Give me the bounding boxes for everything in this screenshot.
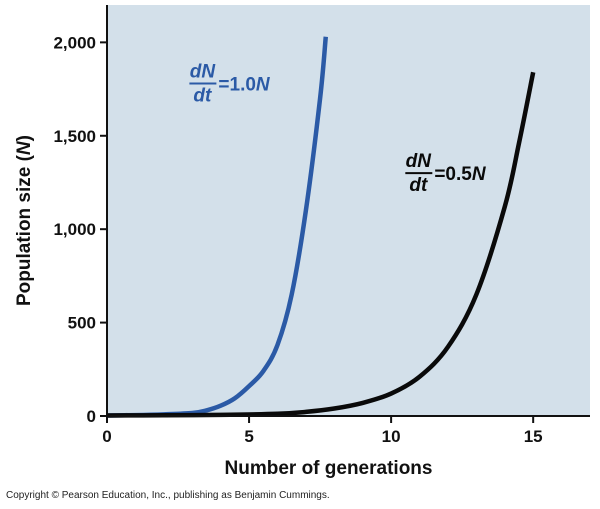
growth-rate-label-1: dN dt =1.0N [189, 61, 271, 106]
x-tick-label: 0 [102, 427, 111, 446]
growth-rate-label-2: dN dt =0.5N [405, 151, 487, 196]
x-axis-title: Number of generations [225, 458, 433, 479]
rate-numerator: dN [190, 61, 217, 82]
y-tick-label: 1,000 [53, 220, 96, 239]
copyright-notice: Copyright © Pearson Education, Inc., pub… [6, 490, 330, 501]
y-axis-title: Population size (N) [14, 135, 35, 306]
rate-denominator: dt [409, 175, 428, 196]
y-tick-label: 2,000 [53, 33, 96, 52]
series-line-2 [106, 71, 536, 418]
x-tick-label: 15 [524, 427, 543, 446]
rate-expression: =1.0N [218, 74, 271, 95]
x-axis-ticks: 0 5 10 15 [102, 416, 543, 446]
rate-expression: =0.5N [434, 164, 487, 185]
x-tick-label: 10 [382, 427, 401, 446]
rate-denominator: dt [193, 85, 212, 106]
y-tick-label: 0 [87, 407, 96, 426]
y-tick-label: 500 [68, 314, 96, 333]
plot-background [107, 5, 590, 416]
y-tick-label: 1,500 [53, 127, 96, 146]
y-axis-ticks: 0 500 1,000 1,500 2,000 [53, 33, 107, 426]
series-layer [106, 36, 536, 418]
x-tick-label: 5 [244, 427, 253, 446]
rate-numerator: dN [406, 151, 433, 172]
